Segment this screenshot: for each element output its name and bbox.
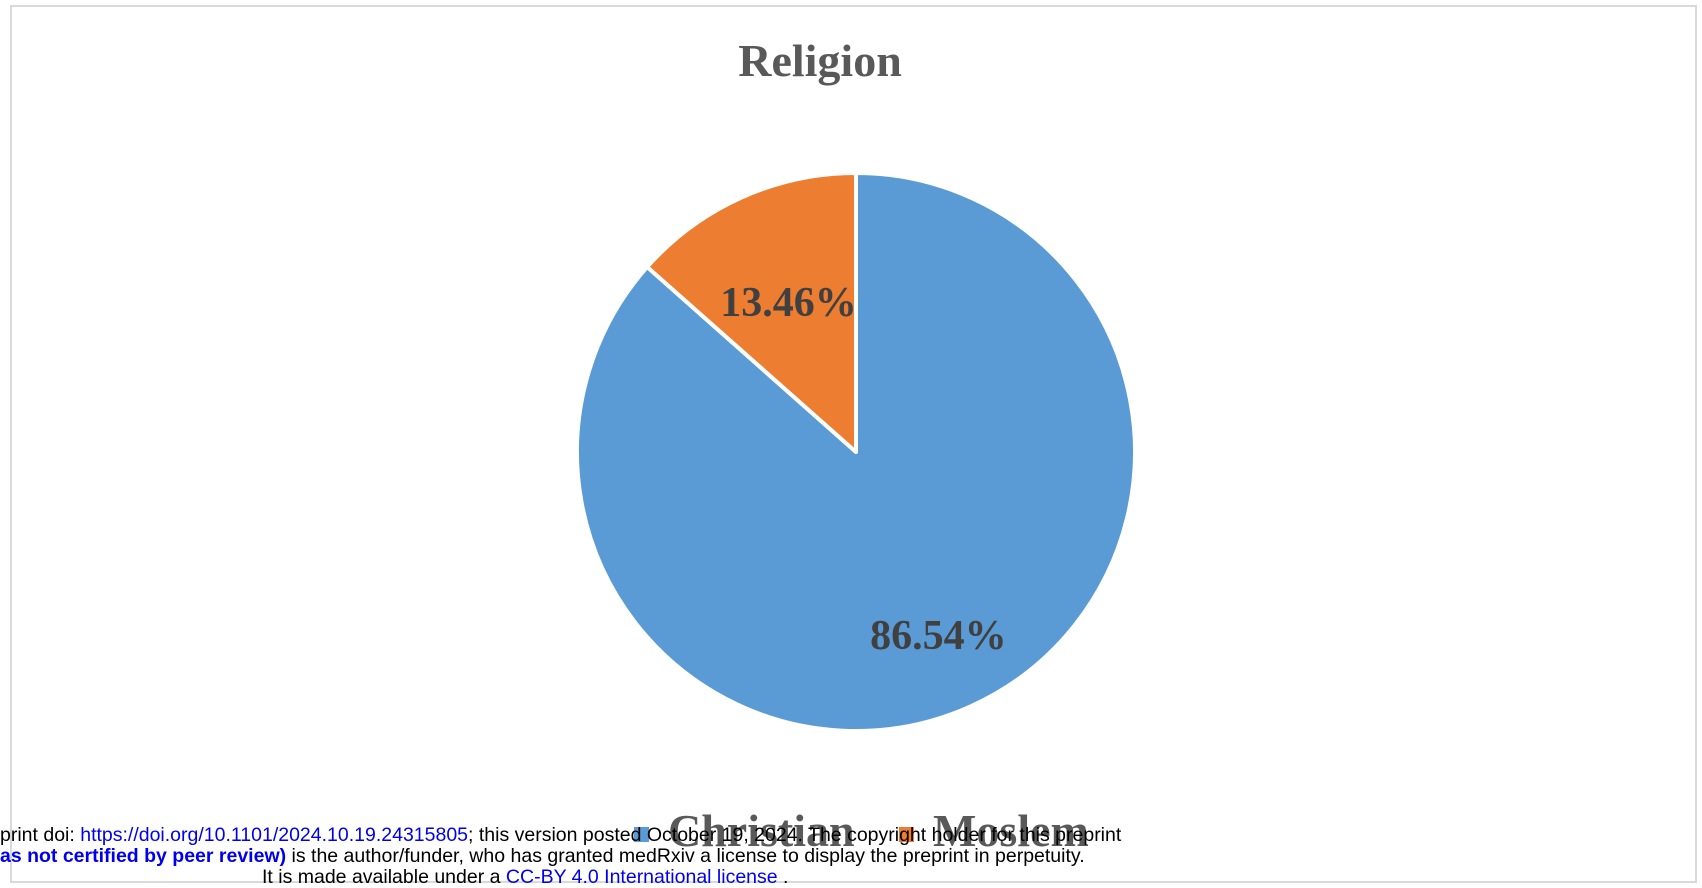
- legend-item-christian: Christian: [634, 805, 855, 856]
- pie-slice-moslem: [645, 171, 858, 454]
- pie-data-labels: 86.54% 13.46%: [720, 280, 1006, 659]
- legend-swatch-christian: [634, 827, 649, 842]
- preprint-notice-line-2: as not certified by peer review) is the …: [0, 846, 1085, 867]
- legend-label-christian: Christian: [668, 805, 855, 856]
- legend-label-moslem: Moslem: [933, 805, 1089, 856]
- notice-license-prefix: It is made available under a: [262, 866, 506, 888]
- doi-link[interactable]: https://doi.org/10.1101/2024.10.19.24315…: [80, 824, 469, 846]
- chart-title: Religion: [738, 35, 902, 86]
- notice-doi-prefix: print doi:: [0, 824, 81, 846]
- legend-swatch-moslem: [899, 827, 914, 842]
- legend-item-moslem: Moslem: [899, 805, 1089, 856]
- notice-license-grant-text: is the author/funder, who has granted me…: [286, 845, 1085, 867]
- pie-slices: [575, 171, 1137, 733]
- data-label-christian: 86.54%: [870, 613, 1007, 659]
- preprint-notice-line-3: It is made available under a CC-BY 4.0 I…: [262, 867, 788, 888]
- notice-posted-text: ; this version posted October 19, 2024. …: [468, 824, 1122, 846]
- preprint-notice-line-1: print doi: https://doi.org/10.1101/2024.…: [0, 825, 1121, 846]
- notice-peer-review-text: as not certified by peer review): [0, 845, 287, 867]
- license-link[interactable]: CC-BY 4.0 International license: [505, 866, 778, 888]
- chart-legend: Christian Moslem: [634, 805, 1089, 856]
- data-label-moslem: 13.46%: [720, 280, 857, 326]
- notice-license-suffix: .: [777, 866, 789, 888]
